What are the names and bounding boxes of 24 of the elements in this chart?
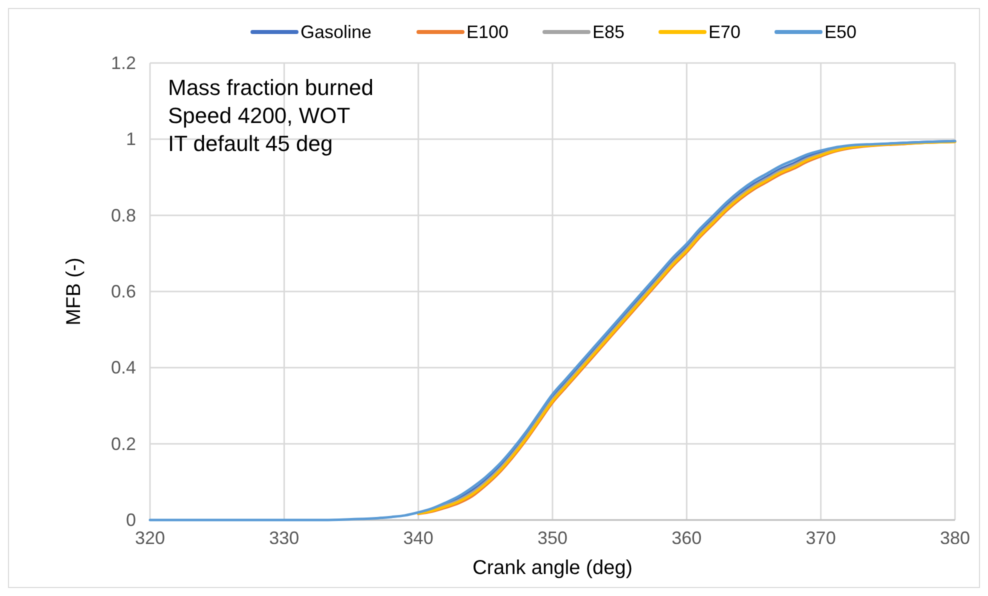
annotation: Mass fraction burned <box>168 75 374 100</box>
legend-label: Gasoline <box>300 22 372 42</box>
y-tick-label: 0.8 <box>110 205 136 226</box>
legend-label: E70 <box>708 22 741 42</box>
y-tick-label: 0.2 <box>110 434 136 454</box>
x-tick-label: 340 <box>403 528 434 548</box>
y-tick-label: 0.6 <box>110 282 136 302</box>
y-tick-label: 1 <box>126 129 136 150</box>
x-tick-label: 380 <box>940 528 970 548</box>
legend-label: E100 <box>466 22 509 42</box>
y-tick-label: 0.4 <box>110 358 136 378</box>
annotation: Speed 4200, WOT <box>168 103 350 128</box>
legend-label: E50 <box>824 22 857 42</box>
x-tick-label: 360 <box>672 528 702 548</box>
x-axis-title: Crank angle (deg) <box>472 557 633 579</box>
y-axis-title: MFB (-) <box>63 258 85 326</box>
x-tick-label: 320 <box>134 528 166 548</box>
x-tick-label: 330 <box>269 528 300 548</box>
x-tick-label: 350 <box>537 528 568 548</box>
y-tick-label: 1.2 <box>110 53 136 73</box>
x-tick-label: 370 <box>806 528 836 548</box>
y-tick-label: 0 <box>126 510 136 530</box>
annotation: IT default 45 deg <box>168 131 333 156</box>
legend-label: E85 <box>592 22 625 42</box>
